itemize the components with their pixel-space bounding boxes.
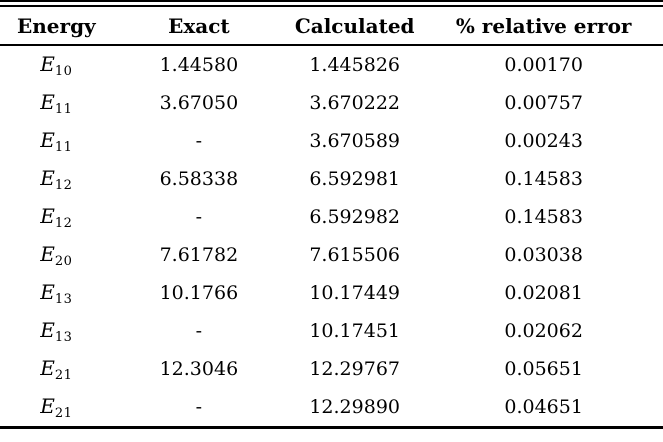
energy-cell: E12	[0, 160, 113, 198]
energy-subscript: 20	[54, 253, 73, 269]
energy-symbol: E	[40, 89, 55, 114]
calculated-value-cell: 3.670589	[309, 130, 401, 152]
exact-value-cell: -	[195, 130, 203, 152]
energy-subscript: 21	[54, 367, 73, 383]
energy-subscript: 12	[54, 177, 73, 193]
exact-value-cell: 3.67050	[159, 92, 239, 114]
relative-error-cell: 0.03038	[504, 244, 583, 266]
energy-symbol: E	[40, 355, 55, 380]
calculated-value-cell: 12.29767	[309, 358, 401, 380]
calculated-value-cell: 1.445826	[309, 54, 401, 76]
calculated-value-cell: 10.17449	[309, 282, 401, 304]
energy-cell: E11	[0, 122, 113, 160]
energy-symbol: E	[40, 241, 55, 266]
energy-cell: E11	[0, 84, 113, 122]
energy-cell: E10	[0, 45, 113, 84]
exact-value-cell: -	[195, 396, 203, 418]
table-row: E12 6.58338 6.592981 0.14583	[0, 160, 663, 198]
calculated-value-cell: 10.17451	[309, 320, 401, 342]
relative-error-cell: 0.05651	[504, 358, 583, 380]
energy-symbol: E	[40, 203, 55, 228]
column-header-energy: Energy	[0, 3, 113, 46]
energy-cell: E21	[0, 388, 113, 428]
calculated-value-cell: 6.592981	[309, 168, 401, 190]
column-header-relative-error: % relative error	[424, 3, 663, 46]
energy-cell: E13	[0, 274, 113, 312]
exact-value-cell: 1.44580	[159, 54, 239, 76]
table-body: E10 1.44580 1.445826 0.00170 E11 3.67050…	[0, 45, 663, 428]
energy-subscript: 11	[54, 101, 73, 117]
energy-cell: E12	[0, 198, 113, 236]
energy-subscript: 21	[54, 405, 73, 421]
table-row: E21 - 12.29890 0.04651	[0, 388, 663, 428]
relative-error-cell: 0.14583	[504, 168, 583, 190]
exact-value-cell: 10.1766	[159, 282, 239, 304]
exact-value-cell: 6.58338	[159, 168, 239, 190]
relative-error-cell: 0.02081	[504, 282, 583, 304]
energy-cell: E13	[0, 312, 113, 350]
table-row: E11 - 3.670589 0.00243	[0, 122, 663, 160]
exact-value-cell: 12.3046	[159, 358, 239, 380]
energy-symbol: E	[40, 127, 55, 152]
calculated-value-cell: 12.29890	[309, 396, 401, 418]
table-row: E13 - 10.17451 0.02062	[0, 312, 663, 350]
relative-error-cell: 0.00170	[504, 54, 583, 76]
table-row: E10 1.44580 1.445826 0.00170	[0, 45, 663, 84]
energy-subscript: 13	[54, 329, 73, 345]
column-header-exact: Exact	[112, 3, 286, 46]
energy-cell: E20	[0, 236, 113, 274]
energy-symbol: E	[40, 51, 55, 76]
exact-value-cell: -	[195, 206, 203, 228]
relative-error-cell: 0.02062	[504, 320, 583, 342]
energy-subscript: 11	[54, 139, 73, 155]
energy-subscript: 13	[54, 291, 73, 307]
calculated-value-cell: 7.615506	[309, 244, 401, 266]
exact-value-cell: 7.61782	[159, 244, 239, 266]
table-row: E11 3.67050 3.670222 0.00757	[0, 84, 663, 122]
calculated-value-cell: 6.592982	[309, 206, 401, 228]
relative-error-cell: 0.04651	[504, 396, 583, 418]
table-header: Energy Exact Calculated % relative error	[0, 3, 663, 46]
exact-value-cell: -	[195, 320, 203, 342]
header-row: Energy Exact Calculated % relative error	[0, 3, 663, 46]
table-row: E21 12.3046 12.29767 0.05651	[0, 350, 663, 388]
energy-symbol: E	[40, 165, 55, 190]
energy-symbol: E	[40, 393, 55, 418]
energy-symbol: E	[40, 317, 55, 342]
energy-subscript: 10	[54, 63, 73, 79]
energy-symbol: E	[40, 279, 55, 304]
column-header-calculated: Calculated	[285, 3, 425, 46]
relative-error-cell: 0.14583	[504, 206, 583, 228]
calculated-value-cell: 3.670222	[309, 92, 401, 114]
table-row: E12 - 6.592982 0.14583	[0, 198, 663, 236]
energy-cell: E21	[0, 350, 113, 388]
relative-error-cell: 0.00243	[504, 130, 583, 152]
table-row: E13 10.1766 10.17449 0.02081	[0, 274, 663, 312]
relative-error-cell: 0.00757	[504, 92, 583, 114]
energy-subscript: 12	[54, 215, 73, 231]
table-row: E20 7.61782 7.615506 0.03038	[0, 236, 663, 274]
energy-results-table: Energy Exact Calculated % relative error…	[0, 0, 663, 429]
